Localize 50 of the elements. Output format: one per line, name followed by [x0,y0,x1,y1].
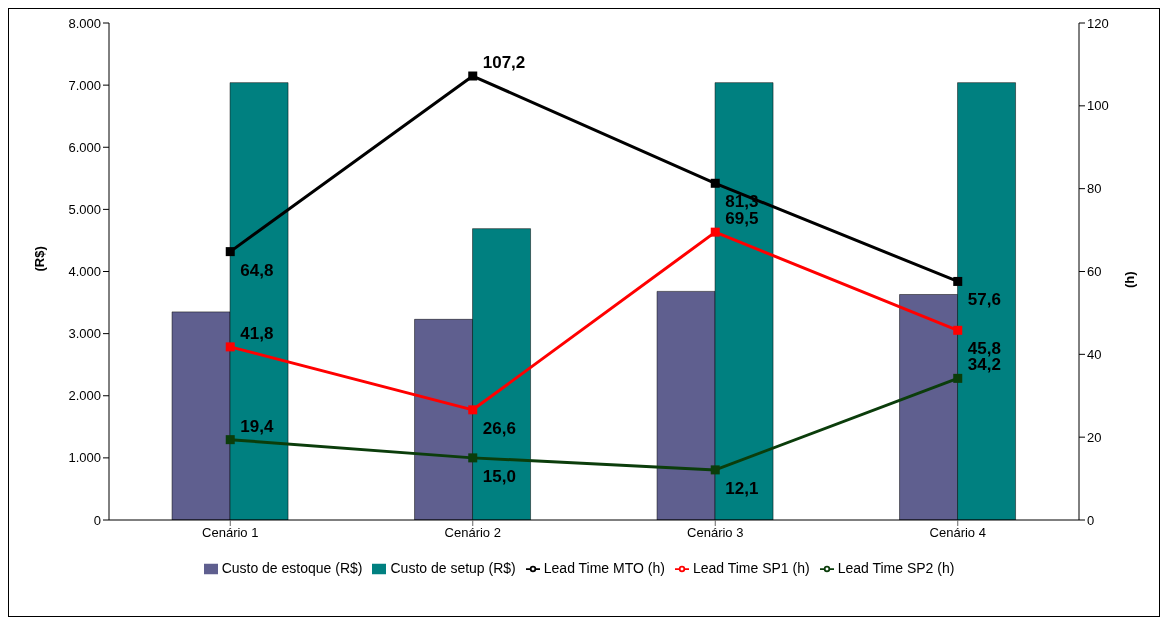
data-label: 41,8 [240,323,274,343]
y-axis-title: (R$) [31,246,47,272]
data-label: 69,5 [725,209,759,229]
point [468,405,478,415]
y-tick-label: 2.000 [68,388,101,404]
y-tick-label: 3.000 [68,326,101,342]
y2-tick-label: 0 [1087,512,1095,528]
x-tick-label: Cenário 2 [444,525,501,541]
legend-label: Lead Time SP1 (h) [692,560,810,576]
point [225,435,235,445]
y-tick-label: 7.000 [68,77,101,93]
x-tick-label: Cenário 1 [202,525,259,541]
data-label: 107,2 [482,53,526,73]
data-label: 57,6 [967,290,1001,310]
y-tick-label: 8.000 [68,15,101,31]
data-label: 19,4 [240,416,274,436]
point [710,178,720,188]
y2-axis-title: (h) [1121,271,1137,289]
legend-label: Lead Time MTO (h) [543,560,665,576]
point [225,247,235,257]
data-label: 45,8 [967,339,1001,359]
y-tick-label: 6.000 [68,139,101,155]
data-label: 64,8 [240,260,274,280]
point [468,71,478,81]
y2-tick-label: 80 [1087,181,1102,197]
data-label: 81,3 [725,192,759,212]
point [953,325,963,335]
x-tick-label: Cenário 3 [687,525,744,541]
y-tick-label: 5.000 [68,201,101,217]
y2-tick-label: 100 [1087,98,1109,114]
x-tick-label: Cenário 4 [929,525,986,541]
y2-tick-label: 120 [1087,15,1109,31]
legend-label: Custo de estoque (R$) [221,560,363,576]
y-tick-label: 4.000 [68,264,101,280]
legend-label: Custo de setup (R$) [390,560,516,576]
y2-tick-label: 20 [1087,429,1102,445]
point [953,276,963,286]
data-label: 12,1 [725,478,759,498]
data-label: 26,6 [482,418,516,438]
legend-label: Lead Time SP2 (h) [837,560,955,576]
point [710,227,720,237]
point [468,453,478,463]
point [225,342,235,352]
y2-tick-label: 40 [1087,346,1102,362]
point [710,465,720,475]
data-label: 15,0 [482,466,516,486]
y-tick-label: 1.000 [68,450,101,466]
point [953,373,963,383]
y2-tick-label: 60 [1087,264,1102,280]
y-tick-label: 0 [93,512,101,528]
